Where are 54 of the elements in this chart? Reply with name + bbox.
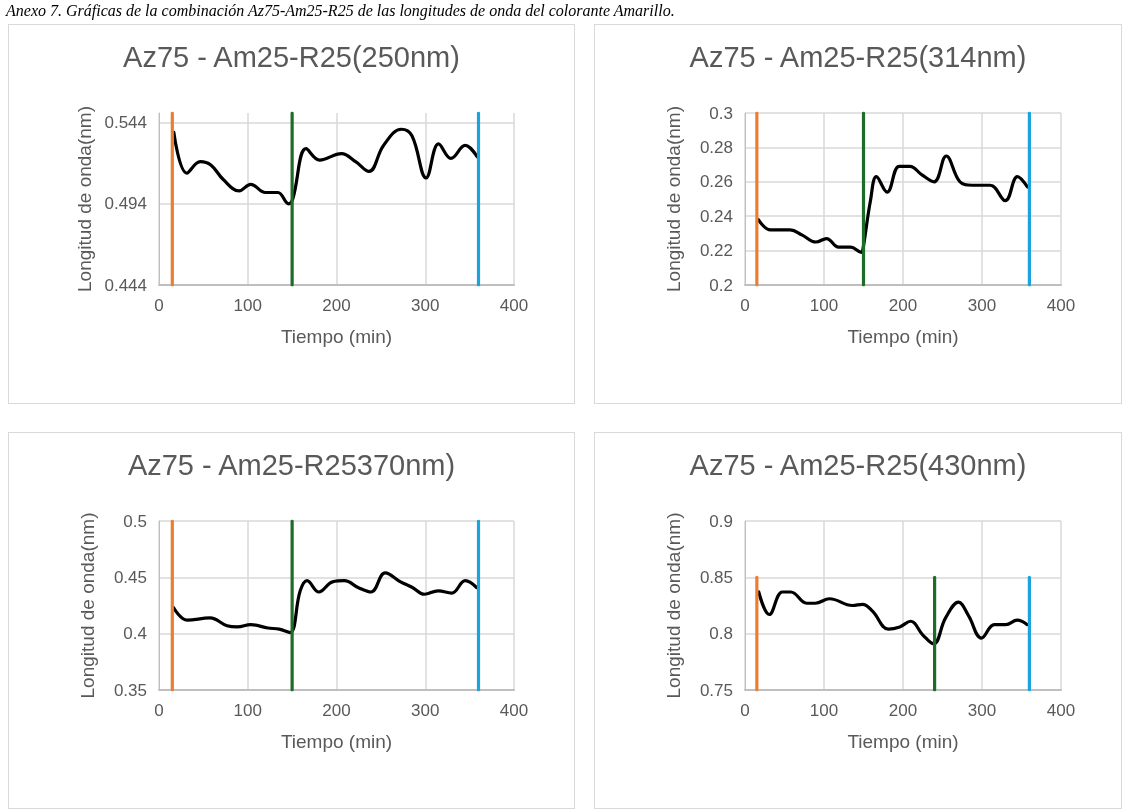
y-tick-label: 0.494 [104, 194, 147, 214]
line-series [757, 590, 1029, 646]
x-axis-title: Tiempo (min) [847, 326, 959, 347]
y-tick-label: 0.9 [709, 511, 733, 531]
x-axis-title: Tiempo (min) [280, 326, 393, 347]
line-series [756, 154, 1030, 254]
y-axis-title: Longitud de onda(nm) [663, 512, 684, 699]
y-axis-title: Longitud de onda(nm) [663, 106, 684, 292]
x-tick-label: 400 [1046, 701, 1076, 720]
x-tick-label: 0 [154, 296, 164, 315]
x-tick-label: 100 [233, 701, 262, 720]
x-tick-label: 300 [411, 701, 440, 720]
x-tick-label: 0 [740, 701, 750, 720]
x-tick-label: 400 [499, 701, 529, 720]
y-tick-label: 0.85 [699, 567, 733, 587]
x-axis-title: Tiempo (min) [280, 731, 393, 752]
x-tick-label: 0 [740, 296, 750, 315]
y-axis-title: Longitud de onda(nm) [77, 512, 98, 699]
y-tick-label: 0.45 [113, 567, 147, 587]
x-axis-title: Tiempo (min) [847, 731, 959, 752]
y-tick-label: 0.5 [123, 511, 147, 531]
x-tick-label: 100 [809, 701, 839, 720]
x-tick-label: 100 [809, 296, 839, 315]
y-tick-label: 0.544 [104, 113, 147, 133]
y-tick-label: 0.444 [104, 275, 147, 295]
x-tick-label: 400 [1046, 296, 1076, 315]
line-series [172, 127, 479, 206]
chart-title: Az75 - Am25-R25370nm) [127, 448, 456, 481]
x-tick-label: 200 [888, 296, 918, 315]
x-tick-label: 400 [499, 296, 529, 315]
chart-title: Az75 - Am25-R25(430nm) [689, 448, 1027, 481]
line-series [172, 571, 479, 635]
y-tick-label: 0.28 [699, 137, 733, 157]
chart-title: Az75 - Am25-R25(250nm) [123, 40, 460, 73]
y-tick-label: 0.3 [709, 103, 733, 123]
chart-title: Az75 - Am25-R25(314nm) [689, 40, 1027, 73]
x-tick-label: 300 [411, 296, 440, 315]
y-tick-label: 0.26 [699, 172, 733, 192]
x-tick-label: 200 [322, 701, 351, 720]
y-tick-label: 0.4 [123, 624, 147, 644]
y-tick-label: 0.22 [699, 241, 733, 261]
x-tick-label: 300 [967, 296, 997, 315]
y-tick-label: 0.75 [699, 680, 733, 700]
x-tick-label: 0 [154, 701, 164, 720]
y-tick-label: 0.35 [113, 680, 147, 700]
text: Anexo 7. Gráficas de la combinación Az75-Am25-R25 de las longitudes de onda del colorante Amarillo. [6, 2, 675, 20]
x-tick-label: 100 [233, 296, 262, 315]
y-tick-label: 0.8 [709, 624, 733, 644]
x-tick-label: 200 [888, 701, 918, 720]
y-tick-label: 0.2 [709, 275, 733, 295]
y-tick-label: 0.24 [699, 206, 733, 226]
x-tick-label: 200 [322, 296, 351, 315]
x-tick-label: 300 [967, 701, 997, 720]
y-axis-title: Longitud de onda(nm) [73, 106, 95, 292]
